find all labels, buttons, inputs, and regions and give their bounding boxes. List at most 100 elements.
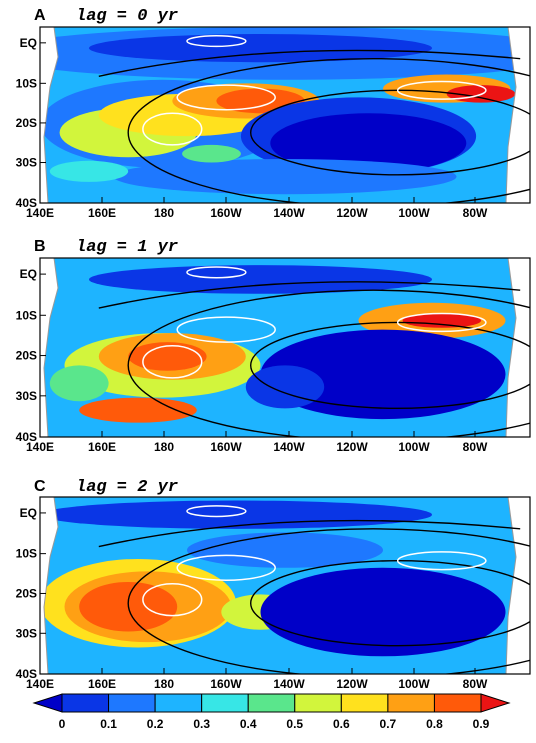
black-contour	[127, 58, 530, 203]
x-tick-label: 80W	[463, 206, 488, 220]
x-tick-label: 100W	[398, 677, 430, 691]
colorbar-label: 0.3	[193, 717, 210, 731]
y-tick-label: 20S	[16, 586, 37, 600]
heatmap-region	[260, 567, 506, 657]
white-contour	[186, 266, 247, 279]
colorbar-label: 0.9	[473, 717, 490, 731]
white-contour	[396, 551, 487, 571]
colorbar-swatch	[340, 693, 389, 713]
colorbar-swatch	[154, 693, 203, 713]
land-mask	[40, 27, 59, 203]
colorbar-label: 0.2	[147, 717, 164, 731]
white-contour	[176, 554, 276, 581]
y-tick-label: 10S	[16, 76, 37, 90]
black-contour	[98, 281, 521, 309]
white-contour	[396, 80, 487, 100]
heatmap-region	[89, 265, 432, 294]
black-contour	[127, 289, 530, 437]
heatmap-region	[49, 365, 109, 402]
map-frame	[39, 26, 531, 204]
y-tick-label: 30S	[16, 389, 37, 403]
heatmap-region	[260, 329, 506, 420]
x-tick-label: 160W	[210, 677, 242, 691]
heatmap-region	[113, 159, 457, 195]
white-contour	[176, 84, 276, 111]
y-tick-label: EQ	[20, 506, 37, 520]
y-tick-label: 40S	[16, 667, 37, 681]
land-mask	[40, 258, 59, 437]
colorbar-swatch	[387, 693, 435, 713]
heatmap-region	[402, 313, 481, 328]
y-tick-label: 20S	[16, 349, 37, 363]
white-contour	[186, 35, 247, 48]
x-tick-label: 180	[154, 206, 174, 220]
colorbar-swatch	[294, 693, 342, 713]
colorbar-swatch	[201, 693, 249, 713]
white-contour	[142, 112, 203, 146]
black-contour	[127, 528, 530, 674]
colorbar-high-extend	[480, 693, 511, 713]
x-tick-label: 180	[154, 677, 174, 691]
colorbar-low-extend	[32, 693, 63, 713]
y-tick-label: 20S	[16, 116, 37, 130]
colorbar-label: 0.8	[426, 717, 443, 731]
colorbar-swatch	[247, 693, 296, 713]
colorbar-swatch	[108, 693, 156, 713]
x-tick-label: 120W	[336, 440, 368, 454]
heatmap-field	[40, 497, 530, 674]
panel-b-title: lag = 1 yr	[76, 238, 178, 257]
white-contour	[396, 312, 487, 333]
panel-a-letter: A	[34, 7, 46, 24]
map-frame	[39, 496, 531, 675]
land-mask	[40, 497, 59, 674]
x-tick-label: 140W	[273, 440, 305, 454]
x-tick-label: 100W	[398, 440, 430, 454]
y-tick-label: 10S	[16, 547, 37, 561]
map-frame	[39, 257, 531, 438]
white-contour	[186, 505, 247, 518]
colorbar-label: 0.6	[333, 717, 350, 731]
x-tick-label: 120W	[336, 677, 368, 691]
heatmap-region	[79, 397, 197, 423]
panel-a-title: lag = 0 yr	[76, 7, 178, 26]
x-tick-label: 160E	[88, 677, 116, 691]
heatmap-field	[40, 27, 530, 203]
white-contour	[176, 316, 276, 343]
heatmap-region	[49, 160, 129, 182]
white-contour	[142, 582, 203, 617]
panel-b-letter: B	[34, 238, 46, 255]
black-contour	[98, 519, 521, 548]
x-tick-label: 140E	[26, 677, 54, 691]
x-tick-label: 160E	[88, 206, 116, 220]
x-tick-label: 140E	[26, 440, 54, 454]
heatmap-region	[89, 34, 432, 63]
x-tick-label: 140E	[26, 206, 54, 220]
heatmap-region	[128, 342, 207, 371]
x-tick-label: 80W	[463, 440, 488, 454]
x-tick-label: 140W	[273, 206, 305, 220]
white-contour	[142, 344, 203, 379]
heatmap-region	[182, 144, 241, 163]
colorbar-label: 0.4	[240, 717, 257, 731]
colorbar-label: 0.5	[286, 717, 303, 731]
heatmap-region	[245, 365, 325, 409]
black-contour	[98, 49, 521, 77]
x-tick-label: 180	[154, 440, 174, 454]
heatmap-field	[40, 258, 530, 437]
y-tick-label: 40S	[16, 430, 37, 444]
y-tick-label: EQ	[20, 267, 37, 281]
colorbar-label: 0	[59, 717, 66, 731]
colorbar-swatch	[61, 693, 110, 713]
y-tick-label: 30S	[16, 156, 37, 170]
y-tick-label: 40S	[16, 196, 37, 210]
x-tick-label: 100W	[398, 206, 430, 220]
colorbar-label: 0.7	[380, 717, 397, 731]
y-tick-label: 30S	[16, 626, 37, 640]
